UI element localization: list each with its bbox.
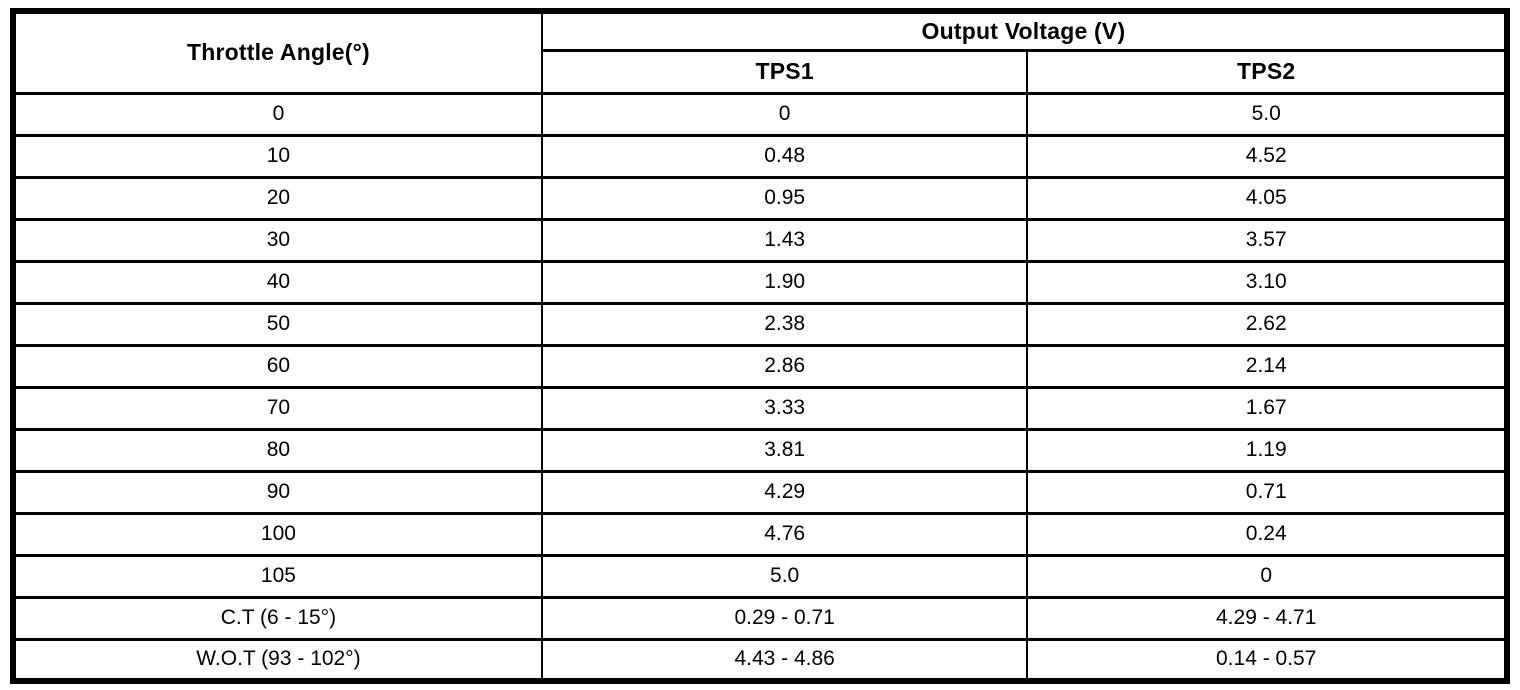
cell-angle: 80 bbox=[12, 428, 543, 472]
column-header-tps1: TPS1 bbox=[540, 49, 1029, 94]
cell-angle: 90 bbox=[12, 470, 543, 514]
table-row: 50 2.38 2.62 bbox=[12, 302, 1508, 346]
cell-angle: 10 bbox=[12, 134, 543, 178]
cell-tps1: 0.95 bbox=[540, 176, 1029, 220]
header-row-group: Throttle Angle(°) Output Voltage (V) bbox=[12, 10, 1509, 94]
cell-angle: 20 bbox=[12, 176, 543, 220]
table-row: W.O.T (93 - 102°) 4.43 - 4.86 0.14 - 0.57 bbox=[12, 638, 1508, 682]
cell-angle: 105 bbox=[12, 554, 543, 598]
cell-tps1: 5.0 bbox=[540, 554, 1029, 598]
column-header-output-voltage: Output Voltage (V) bbox=[540, 10, 1509, 51]
cell-tps2: 4.52 bbox=[1026, 134, 1508, 178]
cell-tps1: 1.90 bbox=[540, 260, 1029, 304]
table-header: Throttle Angle(°) Output Voltage (V) TPS… bbox=[12, 10, 1509, 94]
cell-angle: 100 bbox=[12, 512, 543, 556]
cell-angle: 60 bbox=[12, 344, 543, 388]
cell-tps2: 0 bbox=[1026, 554, 1508, 598]
cell-angle: 50 bbox=[12, 302, 543, 346]
cell-tps1: 0.29 - 0.71 bbox=[540, 596, 1029, 640]
cell-tps1: 0.48 bbox=[540, 134, 1029, 178]
table-row: 60 2.86 2.14 bbox=[12, 344, 1508, 388]
cell-angle: 30 bbox=[12, 218, 543, 262]
cell-tps2: 2.62 bbox=[1026, 302, 1508, 346]
cell-tps2: 3.10 bbox=[1026, 260, 1508, 304]
table-row: 80 3.81 1.19 bbox=[12, 428, 1508, 472]
cell-angle: 40 bbox=[12, 260, 543, 304]
table-row: 100 4.76 0.24 bbox=[12, 512, 1508, 556]
cell-angle: C.T (6 - 15°) bbox=[12, 596, 543, 640]
cell-angle: W.O.T (93 - 102°) bbox=[12, 638, 543, 682]
cell-tps1: 4.43 - 4.86 bbox=[540, 638, 1029, 682]
table-row: 0 0 5.0 bbox=[12, 92, 1508, 136]
cell-tps2: 3.57 bbox=[1026, 218, 1508, 262]
cell-tps1: 3.81 bbox=[540, 428, 1029, 472]
cell-tps1: 4.76 bbox=[540, 512, 1029, 556]
table-row: C.T (6 - 15°) 0.29 - 0.71 4.29 - 4.71 bbox=[12, 596, 1508, 640]
cell-tps1: 4.29 bbox=[540, 470, 1029, 514]
cell-tps1: 0 bbox=[540, 92, 1029, 136]
cell-tps2: 4.29 - 4.71 bbox=[1026, 596, 1508, 640]
table-row: 20 0.95 4.05 bbox=[12, 176, 1508, 220]
table-row: 70 3.33 1.67 bbox=[12, 386, 1508, 430]
cell-tps1: 2.86 bbox=[540, 344, 1029, 388]
tps-voltage-table: Throttle Angle(°) Output Voltage (V) TPS… bbox=[10, 8, 1510, 684]
column-header-throttle-angle: Throttle Angle(°) bbox=[12, 10, 543, 94]
cell-tps2: 0.71 bbox=[1026, 470, 1508, 514]
cell-tps2: 2.14 bbox=[1026, 344, 1508, 388]
cell-tps2: 0.24 bbox=[1026, 512, 1508, 556]
table-row: 30 1.43 3.57 bbox=[12, 218, 1508, 262]
header-row-sub: TPS1 TPS2 bbox=[13, 49, 1508, 94]
cell-tps2: 1.67 bbox=[1026, 386, 1508, 430]
table-row: 105 5.0 0 bbox=[12, 554, 1508, 598]
cell-angle: 0 bbox=[12, 92, 543, 136]
cell-tps2: 5.0 bbox=[1026, 92, 1508, 136]
cell-tps2: 1.19 bbox=[1026, 428, 1508, 472]
table-row: 40 1.90 3.10 bbox=[12, 260, 1508, 304]
cell-tps1: 2.38 bbox=[540, 302, 1029, 346]
cell-tps1: 1.43 bbox=[540, 218, 1029, 262]
cell-angle: 70 bbox=[12, 386, 543, 430]
table-row: 90 4.29 0.71 bbox=[12, 470, 1508, 514]
cell-tps2: 0.14 - 0.57 bbox=[1026, 638, 1508, 682]
table-body: 0 0 5.0 10 0.48 4.52 20 0.95 4.05 30 1.43 3.57 40 1.9… bbox=[12, 92, 1508, 682]
table-row: 10 0.48 4.52 bbox=[12, 134, 1508, 178]
column-header-tps2: TPS2 bbox=[1026, 49, 1508, 94]
cell-tps2: 4.05 bbox=[1026, 176, 1508, 220]
cell-tps1: 3.33 bbox=[540, 386, 1029, 430]
